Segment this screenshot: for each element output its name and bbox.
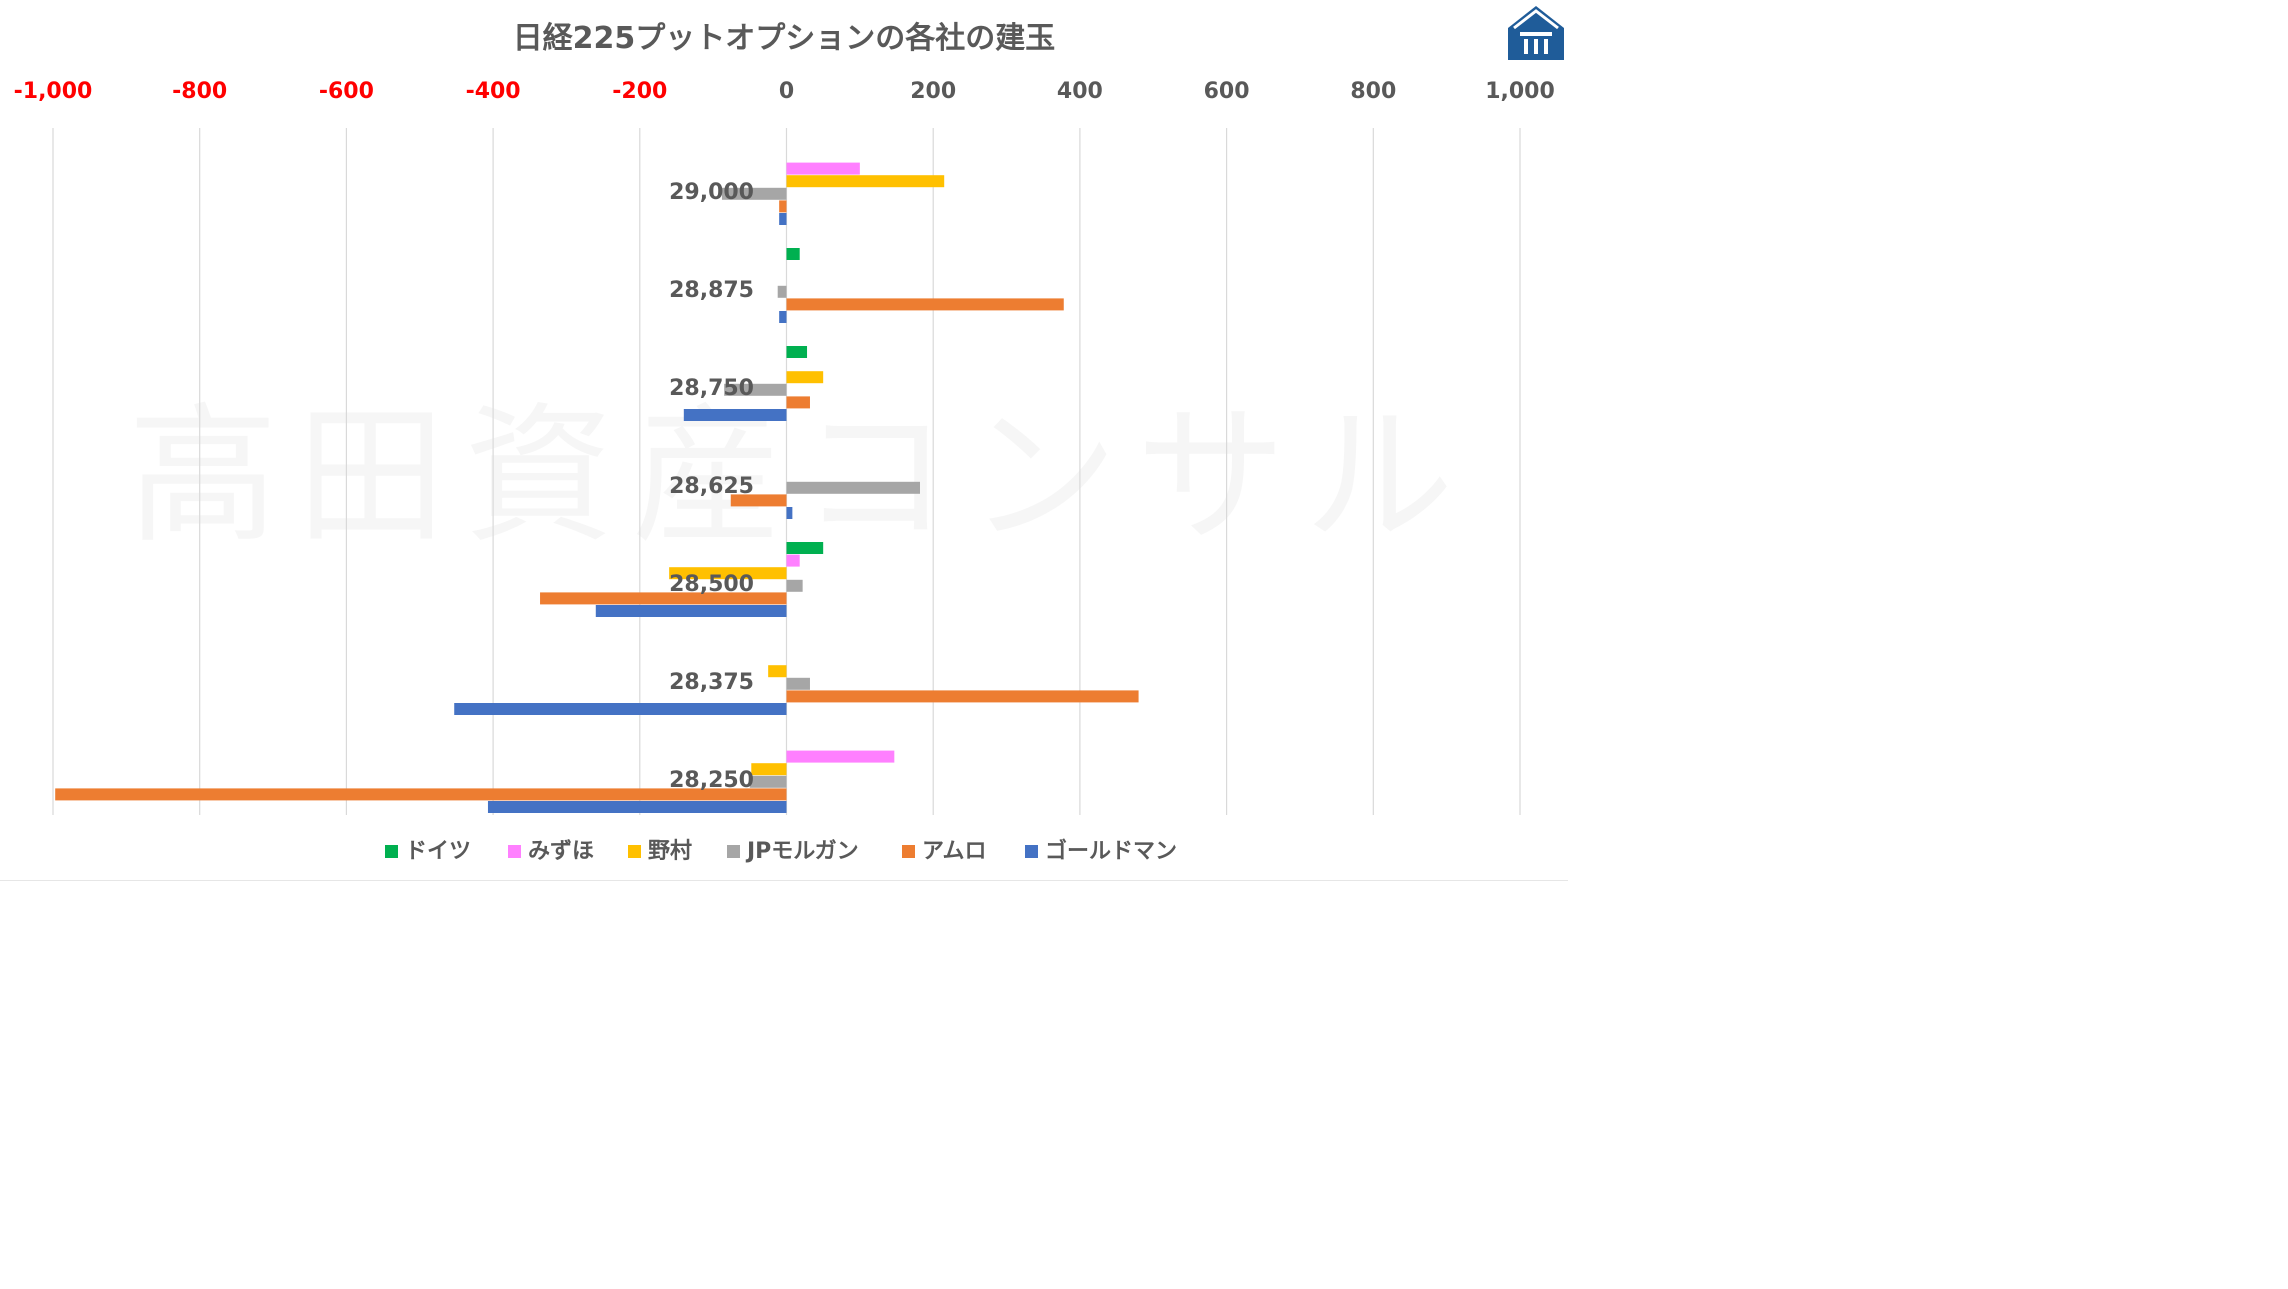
legend-label: ゴールドマン bbox=[1045, 838, 1177, 864]
bar bbox=[786, 175, 945, 188]
bar bbox=[595, 605, 787, 617]
bar bbox=[786, 371, 824, 384]
x-tick-label: -600 bbox=[319, 79, 374, 104]
legend-swatch bbox=[385, 845, 398, 858]
bar bbox=[55, 788, 787, 801]
y-category-label: 28,250 bbox=[669, 768, 754, 793]
legend-swatch bbox=[727, 845, 740, 858]
x-tick-label: -1,000 bbox=[14, 79, 93, 104]
bar bbox=[786, 162, 860, 175]
legend-swatch bbox=[628, 845, 641, 858]
bar bbox=[540, 592, 787, 605]
bar bbox=[786, 507, 793, 519]
bar bbox=[749, 775, 787, 788]
logo-roof-line bbox=[1513, 9, 1559, 30]
chart: 高田資産コンサル -1,000 -800 -600 -400 -200 0 200 400 60… bbox=[0, 0, 1568, 883]
bar bbox=[768, 665, 787, 678]
bar bbox=[721, 187, 787, 200]
bar bbox=[786, 396, 810, 409]
logo-pillar-left bbox=[1524, 39, 1528, 54]
bar bbox=[683, 409, 787, 421]
y-category-label: 28,750 bbox=[669, 376, 754, 401]
x-tick-label: 0 bbox=[779, 79, 794, 104]
watermark-text: 高田資産コンサル bbox=[128, 390, 1472, 564]
legend-label: ドイツ bbox=[405, 839, 471, 864]
logo-bar bbox=[1520, 32, 1552, 36]
bar bbox=[454, 703, 787, 715]
chart-svg: 高田資産コンサル -1,000 -800 -600 -400 -200 0 200 400 60… bbox=[14, 6, 1564, 864]
logo-pillar-mid bbox=[1534, 39, 1538, 54]
y-category-label: 28,625 bbox=[669, 474, 754, 499]
x-tick-label: -800 bbox=[172, 79, 227, 104]
legend-swatch bbox=[1025, 845, 1038, 858]
bar bbox=[786, 542, 824, 554]
x-tick-label: 1,000 bbox=[1485, 79, 1555, 104]
bar bbox=[751, 763, 787, 776]
y-category-label: 28,375 bbox=[669, 670, 754, 695]
x-tick-label: -200 bbox=[612, 79, 667, 104]
legend-label: みずほ bbox=[528, 839, 594, 864]
bar bbox=[779, 311, 787, 323]
bottom-rule bbox=[0, 880, 1568, 881]
legend-swatch bbox=[508, 845, 521, 858]
bar bbox=[786, 579, 803, 592]
x-tick-label: -400 bbox=[466, 79, 521, 104]
bar bbox=[786, 248, 800, 260]
bar bbox=[669, 567, 787, 580]
bar bbox=[724, 383, 787, 396]
bar bbox=[730, 494, 787, 507]
legend-label: アムロ bbox=[922, 839, 986, 864]
x-tick-label: 400 bbox=[1057, 79, 1103, 104]
legend-swatch bbox=[902, 845, 915, 858]
bar bbox=[777, 285, 787, 298]
bar bbox=[779, 213, 787, 225]
logo-pillar-right bbox=[1544, 39, 1548, 54]
bar bbox=[786, 750, 895, 763]
legend-label: JPモルガン bbox=[745, 839, 859, 864]
bar bbox=[786, 690, 1139, 703]
bar bbox=[786, 481, 920, 494]
bar bbox=[487, 801, 787, 813]
x-tick-label: 600 bbox=[1204, 79, 1250, 104]
y-category-label: 28,500 bbox=[669, 572, 754, 597]
takata-logo bbox=[1508, 6, 1564, 60]
legend-label: 野村 bbox=[648, 839, 692, 864]
bar bbox=[786, 298, 1064, 311]
y-category-label: 29,000 bbox=[669, 180, 754, 205]
chart-title: 日経225プットオプションの各社の建玉 bbox=[513, 21, 1056, 56]
bar bbox=[786, 677, 810, 690]
bar bbox=[786, 346, 808, 358]
y-category-label: 28,875 bbox=[669, 278, 754, 303]
x-tick-label: 200 bbox=[910, 79, 956, 104]
bar bbox=[779, 200, 787, 213]
x-tick-label: 800 bbox=[1350, 79, 1396, 104]
bar bbox=[786, 554, 800, 567]
